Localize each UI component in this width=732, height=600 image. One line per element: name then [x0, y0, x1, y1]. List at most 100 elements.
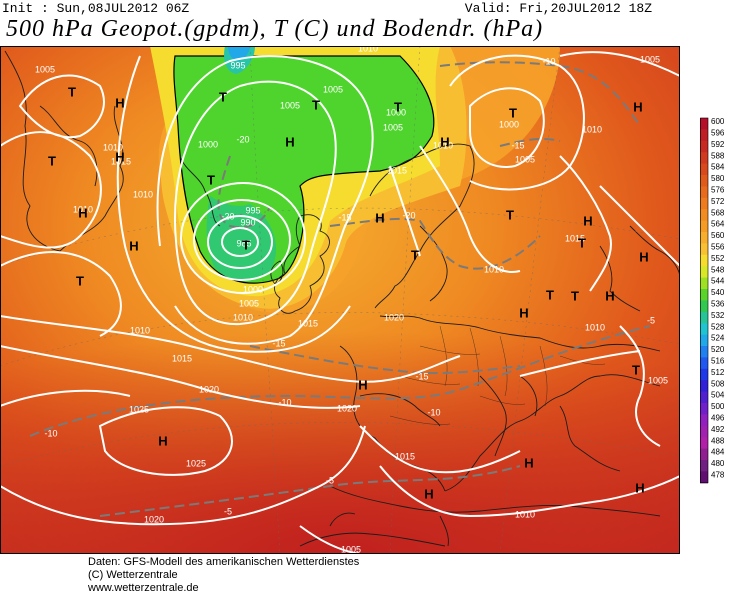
isobar-label: 1005	[341, 544, 361, 554]
scale-swatch	[700, 380, 708, 393]
pressure-centre: T	[578, 235, 586, 250]
colour-scale: 600 596 592 588 584 580 576 572 568 564 560 556 552 5…	[700, 117, 725, 484]
scale-swatch	[700, 243, 708, 256]
isobars	[0, 51, 680, 554]
isobar-label: 1015	[111, 156, 131, 166]
pressure-centre: H	[115, 95, 124, 110]
pressure-centre: T	[411, 247, 419, 262]
scale-swatch	[700, 232, 708, 244]
footer-website: www.wetterzentrale.de	[88, 582, 199, 594]
isobar-label: 1020	[384, 312, 404, 322]
pressure-centre: H	[633, 99, 642, 114]
pressure-centre: H	[519, 305, 528, 320]
scale-swatch	[700, 346, 708, 358]
isotherm-label: -20	[221, 211, 234, 221]
isobar-label: 1015	[172, 353, 192, 363]
scale-label: 556	[711, 243, 725, 252]
scale-swatch	[700, 437, 708, 450]
scale-swatch	[700, 391, 708, 404]
pressure-labels: 995 1005 1005 1010 1005 1005 1000 1005 1000 1005 1…	[35, 46, 668, 554]
scale-label: 478	[711, 471, 725, 480]
isobar-label: 1010	[582, 124, 602, 134]
pressure-centre: T	[506, 207, 514, 222]
scale-swatch	[700, 368, 708, 381]
scale-label: 484	[711, 448, 725, 457]
scale-swatch	[700, 471, 708, 484]
isotherm-label: -10	[542, 56, 555, 66]
zone-532	[206, 196, 277, 282]
scale-swatch	[700, 175, 708, 187]
pressure-centre: T	[219, 89, 227, 104]
pressure-centre: H	[115, 149, 124, 164]
scale-swatch	[700, 357, 708, 370]
temperature-labels: -10 -20 -15 -20 -20 -15 -15 -15 -10 -10 -5 -10 -5 -5	[44, 56, 655, 516]
pressure-centre: H	[639, 249, 648, 264]
map-frame	[0, 46, 680, 554]
scale-label: 544	[711, 277, 725, 286]
isobar-label: 1005	[383, 122, 403, 132]
isobar-label: 1015	[565, 233, 585, 243]
pressure-centre: H	[78, 205, 87, 220]
isobar-label: 1020	[199, 384, 219, 394]
pressure-centre: H	[583, 213, 592, 228]
scale-swatch	[700, 425, 708, 438]
isobar-label: 1010	[233, 312, 253, 322]
pressure-centre: T	[312, 97, 320, 112]
pressure-centre: T	[68, 84, 76, 99]
pressure-centre: T	[571, 288, 579, 303]
isobar-label: 1005	[280, 100, 300, 110]
coastlines	[4, 50, 680, 547]
scale-swatch	[700, 254, 708, 267]
isobar-label: 1020	[144, 514, 164, 524]
scale-swatch	[700, 311, 708, 324]
scale-label: 540	[711, 288, 725, 297]
temperature-field-south	[0, 306, 680, 554]
scale-label: 492	[711, 425, 725, 434]
scale-label: 560	[711, 231, 725, 240]
isobar-label: 995	[245, 205, 260, 215]
scale-label: 552	[711, 254, 725, 263]
footer-copyright: (C) Wetterzentrale	[88, 569, 178, 581]
scale-label: 496	[711, 414, 725, 423]
weather-map: 995 1005 1005 1010 1005 1005 1000 1005 1000 1005 1…	[0, 46, 680, 554]
scale-swatch	[700, 129, 708, 142]
scale-swatch	[700, 289, 708, 301]
isobar-label: 1000	[243, 284, 263, 294]
scale-swatch	[700, 323, 708, 336]
isotherm-label: -5	[647, 315, 655, 325]
isobar-label: 995	[230, 60, 245, 70]
header-bar: Init : Sun,08JUL2012 06Z Valid: Fri,20JU…	[0, 0, 732, 20]
scale-label: 504	[711, 391, 725, 400]
scale-label: 596	[711, 129, 725, 138]
scale-label: 480	[711, 459, 725, 468]
isobar-label: 990	[240, 217, 255, 227]
pressure-centre: H	[440, 134, 449, 149]
pressure-centre: T	[509, 105, 517, 120]
scale-label: 520	[711, 345, 725, 354]
scale-label: 512	[711, 368, 725, 377]
pressure-centre: H	[285, 134, 294, 149]
pressure-centre: H	[375, 210, 384, 225]
isobar-label: 1025	[186, 458, 206, 468]
isotherm-label: -5	[224, 506, 232, 516]
isobar-label: 1005	[648, 375, 668, 385]
scale-swatch	[700, 334, 708, 347]
scale-swatch	[700, 460, 708, 472]
pressure-centre: H	[158, 433, 167, 448]
isobar-label: 1000	[198, 139, 218, 149]
isobar-label: 1010	[515, 509, 535, 519]
isobar-label: 1010	[484, 264, 504, 274]
scale-label: 536	[711, 300, 725, 309]
init-time: Init : Sun,08JUL2012 06Z	[2, 1, 190, 16]
pressure-centre: T	[48, 153, 56, 168]
isobar-label: 1005	[515, 154, 535, 164]
scale-label: 572	[711, 197, 725, 206]
scale-swatch	[700, 209, 708, 222]
scale-swatch	[700, 118, 708, 130]
pressure-centre: H	[605, 288, 614, 303]
pressure-centre: T	[242, 237, 250, 252]
isotherm-label: -10	[278, 397, 291, 407]
scale-label: 584	[711, 163, 725, 172]
isotherm-label: -15	[272, 338, 285, 348]
